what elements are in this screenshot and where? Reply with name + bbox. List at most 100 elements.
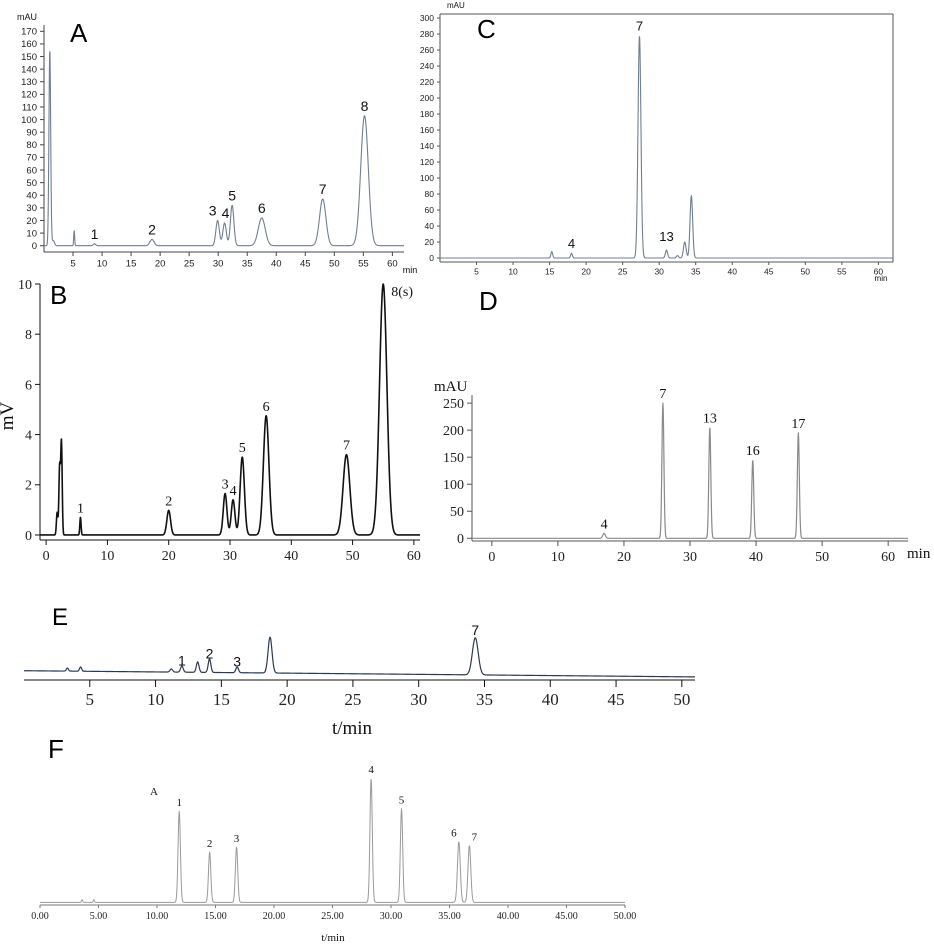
x-tick-label: 20 (279, 690, 296, 709)
x-tick-label: 10 (97, 259, 108, 270)
peak-label: 1 (176, 797, 182, 809)
x-tick-label: 10 (508, 267, 518, 277)
peak-label: 2 (207, 838, 213, 850)
y-tick-label: 100 (443, 478, 464, 493)
peak-label: 7 (471, 622, 479, 638)
x-tick-label: 55 (837, 267, 847, 277)
peak-label: 13 (703, 411, 717, 426)
x-tick-label: 60 (874, 267, 884, 277)
chromatogram-trace (39, 778, 626, 903)
y-tick-label: 70 (26, 153, 37, 164)
x-tick-label: 5 (474, 267, 479, 277)
x-tick-label: 45 (300, 259, 311, 270)
y-tick-label: 20 (425, 237, 435, 247)
y-tick-label: 50 (26, 178, 37, 189)
x-tick-label: 0.00 (31, 911, 49, 922)
x-tick-label: 30 (410, 690, 427, 709)
peak-label: 8(s) (391, 285, 413, 300)
y-tick-label: 300 (420, 13, 434, 23)
y-tick-label: 150 (21, 52, 37, 63)
y-tick-label: 110 (22, 102, 37, 113)
x-tick-label: 35 (242, 259, 253, 270)
x-tick-label: 30.00 (380, 911, 403, 922)
peak-label: 6 (451, 827, 457, 839)
y-tick-label: 8 (25, 328, 32, 343)
y-tick-label: 100 (420, 173, 434, 183)
x-axis-label: min (403, 265, 418, 275)
y-tick-label: 200 (443, 424, 464, 439)
peak-label: 1 (178, 653, 186, 669)
x-tick-label: 10.00 (146, 911, 169, 922)
peak-label: 6 (263, 400, 270, 415)
x-axis-label: min (875, 274, 888, 283)
panel-letter: A (70, 18, 88, 48)
peak-label: 4 (230, 484, 237, 499)
y-tick-label: 20 (26, 216, 37, 227)
peak-label: 4 (222, 205, 230, 221)
peak-label: 1 (91, 226, 99, 242)
y-tick-label: 160 (21, 39, 37, 50)
x-tick-label: 50 (329, 259, 340, 270)
chromatogram-trace (471, 402, 909, 539)
y-axis-label: mAU (434, 379, 468, 395)
x-tick-label: 40 (542, 690, 559, 709)
x-tick-label: 15 (545, 267, 555, 277)
x-tick-label: 0 (488, 550, 495, 565)
panel-letter: C (477, 14, 496, 44)
y-tick-label: 60 (26, 165, 37, 176)
peak-label: 7 (636, 19, 643, 34)
y-tick-label: 180 (420, 109, 434, 119)
chromatogram-trace (23, 636, 696, 678)
y-tick-label: 140 (420, 141, 434, 151)
y-axis-label: mAU (17, 12, 37, 22)
x-tick-label: 20.00 (263, 911, 286, 922)
panel-a: 5 10 15 20 25 30 35 40 45 50 55 6001020304050607080… (17, 12, 417, 275)
peak-label: 2 (148, 221, 156, 237)
y-tick-label: 200 (420, 93, 434, 103)
y-tick-label: 260 (420, 45, 434, 55)
x-tick-label: 40 (271, 259, 282, 270)
x-tick-label: 45.00 (555, 911, 578, 922)
x-tick-label: 15.00 (204, 911, 227, 922)
x-tick-label: 25 (618, 267, 628, 277)
y-tick-label: 120 (21, 90, 37, 101)
x-axis-label: min (907, 546, 931, 562)
x-tick-label: 60 (407, 549, 421, 564)
y-tick-label: 220 (420, 77, 434, 87)
peak-label: 8 (361, 98, 369, 114)
peak-label: 3 (234, 833, 240, 845)
peak-label: 13 (659, 229, 673, 244)
peak-label: 3 (233, 653, 241, 669)
x-tick-label: 5 (86, 690, 95, 709)
x-tick-label: 10 (147, 690, 164, 709)
peak-label: 7 (343, 439, 350, 454)
panel-e: 5 10 15 20 25 30 35 40 45 50 1 2 3 7 Et/min (23, 604, 696, 739)
x-tick-label: 20 (162, 549, 176, 564)
x-tick-label: 20 (581, 267, 591, 277)
x-tick-label: 25.00 (321, 911, 344, 922)
x-tick-label: 10 (551, 550, 565, 565)
x-tick-label: 40 (749, 550, 763, 565)
x-tick-label: 50 (801, 267, 811, 277)
x-tick-label: 0 (43, 549, 50, 564)
x-tick-label: 15 (126, 259, 137, 270)
y-axis-label: mAU (447, 1, 465, 10)
y-axis-label: mV (0, 401, 18, 430)
peak-label: 7 (659, 387, 666, 402)
x-tick-label: 30 (223, 549, 237, 564)
x-tick-label: 25 (344, 690, 361, 709)
chromatogram-trace (39, 283, 421, 536)
y-tick-label: 2 (25, 479, 32, 494)
y-tick-label: 240 (420, 61, 434, 71)
chromatogram-trace (439, 36, 894, 259)
y-tick-label: 30 (26, 203, 37, 214)
y-tick-label: 0 (32, 241, 37, 252)
peak-label: 5 (399, 794, 405, 806)
peak-label: 7 (319, 181, 327, 197)
peak-label: 5 (228, 187, 236, 203)
x-tick-label: 35 (476, 690, 493, 709)
y-tick-label: 280 (420, 29, 434, 39)
y-tick-label: 80 (425, 189, 435, 199)
